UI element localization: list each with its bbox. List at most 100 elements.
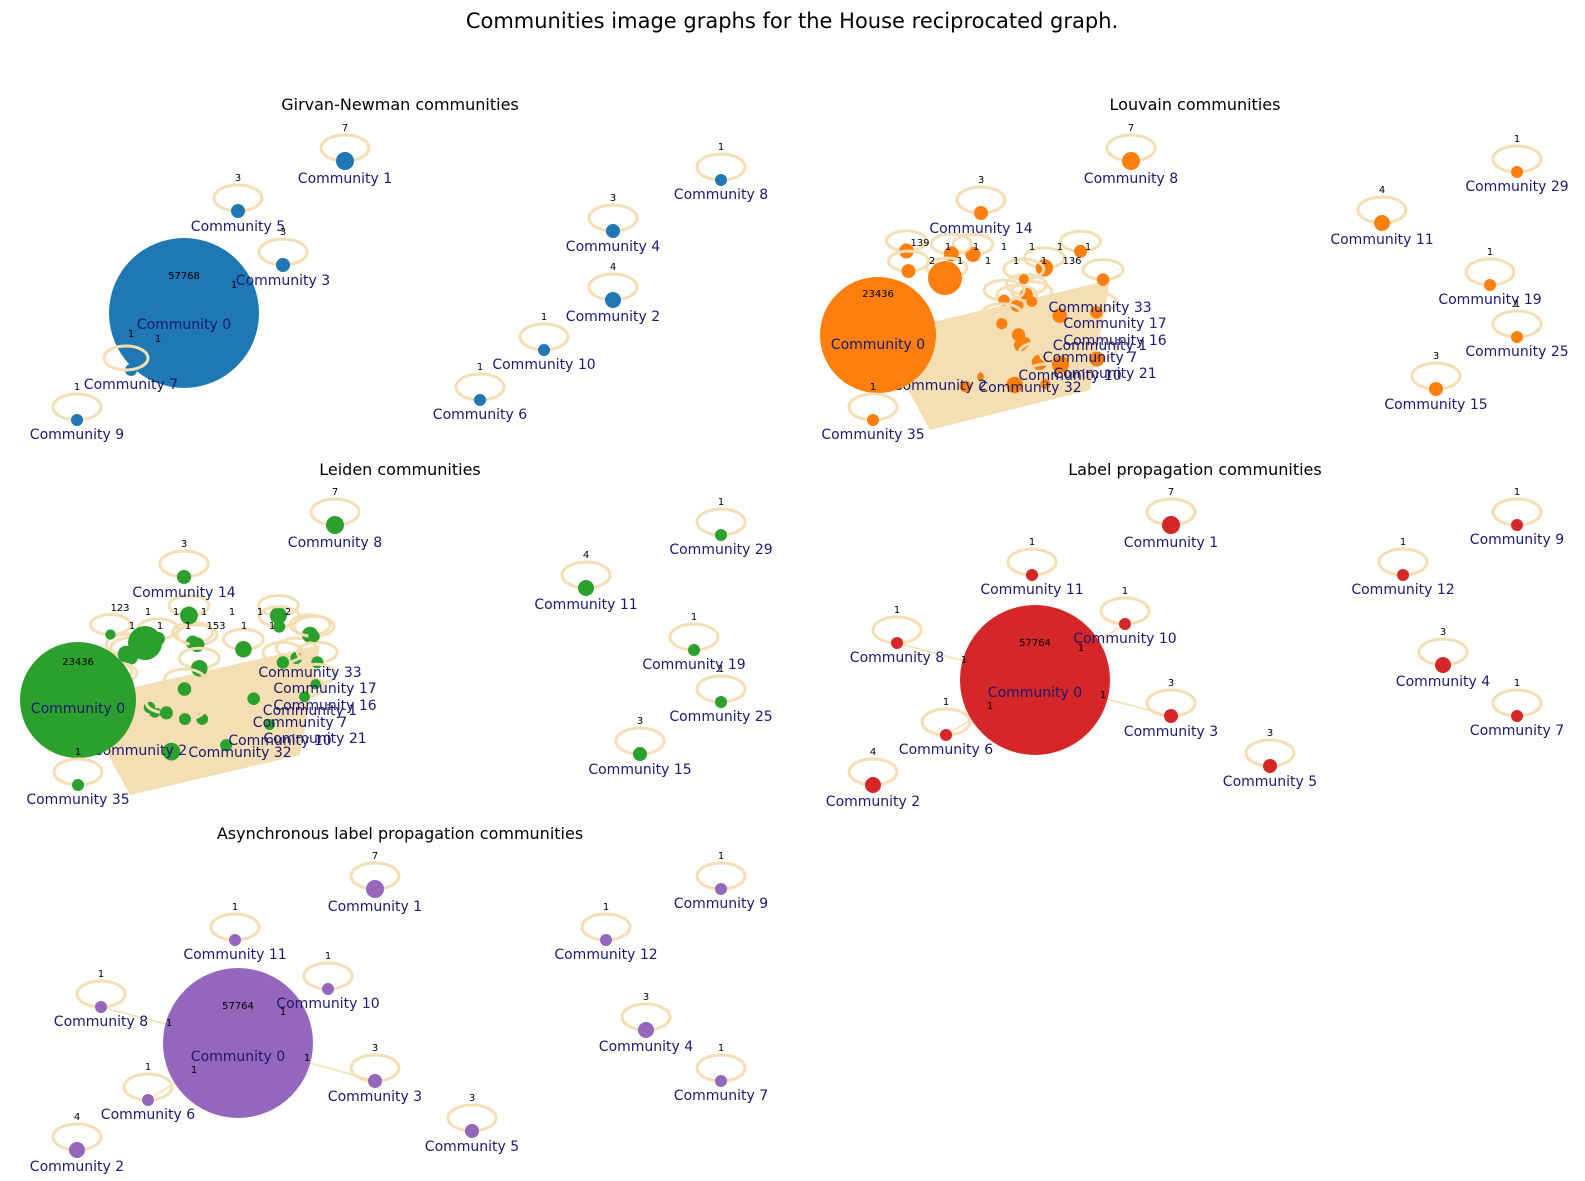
cluster-community-label: Community 32 [978, 380, 1081, 396]
community-circle [715, 174, 727, 186]
panels: Girvan-Newman communities 57768 Community … [20, 95, 1569, 1175]
community-circle [1119, 618, 1131, 630]
cluster-size-label: 139 [910, 238, 929, 249]
community-label: Community 8 [674, 187, 768, 203]
panel-title: Label propagation communities [1068, 460, 1321, 479]
community-circle [336, 152, 354, 170]
edge-weight-label: 1 [191, 1065, 197, 1076]
panel-title: Asynchronous label propagation communiti… [217, 824, 583, 843]
community-label: Community 11 [183, 947, 286, 963]
community-node: 4 Community 11 [534, 550, 637, 613]
community-circle [229, 934, 241, 946]
community-node: 3 Community 14 [929, 175, 1032, 237]
community-circle [538, 344, 550, 356]
node-size-label: 1 [870, 382, 876, 393]
community-circle [1374, 215, 1390, 231]
community-label: Community 6 [101, 1107, 195, 1123]
community-label: Community 29 [669, 542, 772, 558]
community-label: Community 1 [1124, 535, 1218, 551]
node-size-label: 4 [74, 1112, 80, 1123]
node-size-label: 1 [325, 951, 331, 962]
cluster-community-label: Community 33 [258, 665, 361, 681]
community-circle [1074, 244, 1088, 258]
community-node: 3 Community 4 [599, 992, 693, 1055]
cluster-size-label: 1 [985, 256, 991, 267]
community-label: Community 7 [674, 1088, 768, 1104]
node-size-label: 4 [1379, 185, 1385, 196]
community-circle [322, 983, 334, 995]
community-node: 1 Community 11 [183, 902, 286, 963]
main-size-label: 23436 [862, 289, 894, 300]
edge-weight-label: 1 [166, 1018, 172, 1029]
community-circle [1018, 274, 1029, 285]
node-size-label: 3 [1168, 678, 1174, 689]
community-node-main: 23436 Community 0 [20, 642, 136, 758]
figure-title: Communities image graphs for the House r… [466, 9, 1118, 33]
node-size-label: 1 [1514, 299, 1520, 310]
community-label: Community 29 [1465, 179, 1568, 195]
community-label: Community 8 [1084, 171, 1178, 187]
community-label: Community 12 [554, 947, 657, 963]
community-node: 3 Community 15 [1384, 351, 1487, 413]
node-size-label: 1 [1514, 134, 1520, 145]
community-node: 1 Community 12 [1351, 537, 1454, 598]
cluster-size-label: 1 [1001, 242, 1007, 253]
cluster-size-label: 1 [973, 242, 979, 253]
community-node: 1 Community 12 [554, 902, 657, 963]
community-circle [605, 292, 621, 308]
community-node: 1 Community 35 [821, 382, 924, 443]
cluster-community-label: Community 21 [263, 731, 366, 747]
community-node: 1 Community 29 [669, 497, 772, 558]
node-size-label: 7 [1128, 123, 1134, 134]
community-node: 7 Community 1 [298, 123, 392, 187]
community-circle [1052, 308, 1068, 323]
edge-weight-label: 1 [1100, 690, 1106, 701]
community-node: 4 Community 2 [566, 262, 660, 325]
cluster-size-label: 1 [173, 607, 179, 618]
community-circle [1026, 569, 1038, 581]
community-circle [162, 742, 181, 761]
node-size-label: 3 [1433, 351, 1439, 362]
community-node: 7 Community 1 [1124, 487, 1218, 551]
community-circle [715, 696, 727, 708]
cluster-size-label: 1 [1041, 256, 1047, 267]
edge-weight-label: 1 [231, 280, 237, 291]
community-circle [600, 934, 612, 946]
community-circle [1263, 759, 1277, 773]
community-label: Community 19 [642, 657, 745, 673]
community-label: Community 9 [674, 896, 768, 912]
community-node: 1 Community 7 [674, 1043, 768, 1104]
cluster-size-label: 1 [957, 256, 963, 267]
community-circle [231, 204, 245, 218]
community-node: 1 Community 9 [30, 382, 124, 443]
self-loop [102, 344, 150, 372]
cluster-size-label: 1 [157, 621, 163, 632]
main-size-label: 57768 [168, 271, 200, 282]
community-label: Community 25 [1465, 344, 1568, 360]
community-node: 3 Community 4 [566, 193, 660, 255]
community-label: Community 15 [1384, 397, 1487, 413]
community-label: Community 15 [588, 762, 691, 778]
community-label: Community 9 [1470, 532, 1564, 548]
community-circle [191, 659, 208, 677]
node-size-label: 7 [1168, 487, 1174, 498]
panel-title: Leiden communities [319, 460, 481, 479]
cluster-size-label: 1 [229, 607, 235, 618]
cluster-community-label: Community 10 [228, 733, 331, 749]
node-size-label: 1 [75, 747, 81, 758]
community-node: 3 Community 3 [328, 1043, 422, 1105]
community-circle [928, 261, 962, 295]
cluster-size-label: 136 [1062, 256, 1081, 267]
node-size-label: 1 [1400, 537, 1406, 548]
community-label: Community 2 [30, 1159, 124, 1175]
community-circle [1484, 279, 1496, 291]
node-size-label: 1 [718, 142, 724, 153]
node-size-label: 1 [691, 612, 697, 623]
community-label: Community 2 [826, 794, 920, 810]
community-node: 3 Community 4 [1396, 627, 1490, 690]
node-size-label: 1 [477, 362, 483, 373]
node-size-label: 1 [718, 664, 724, 675]
